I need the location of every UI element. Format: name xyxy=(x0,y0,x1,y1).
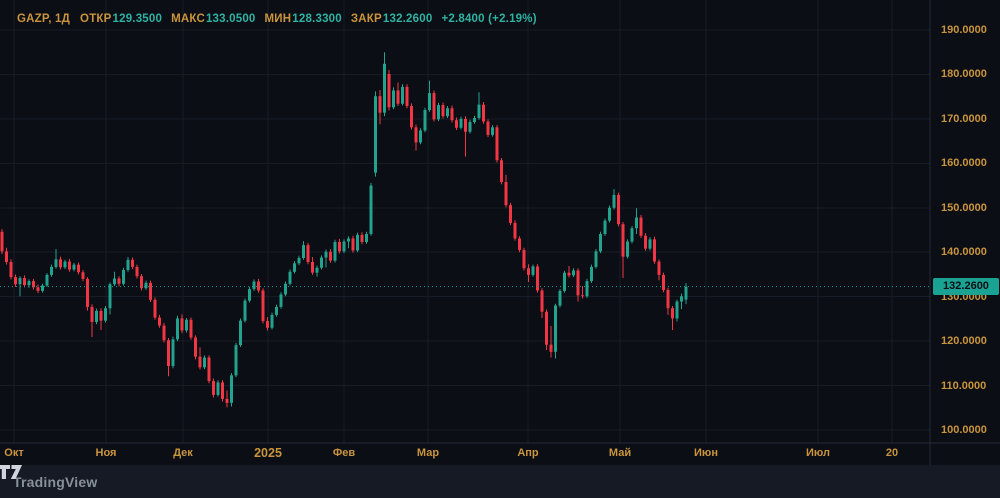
ohlc-field-value: 132.2600 xyxy=(382,13,433,25)
time-tick-label: Июн xyxy=(694,447,718,459)
ohlc-field-label: МАКС xyxy=(171,13,205,25)
ohlc-field: МИН128.3300 xyxy=(265,13,342,25)
time-tick-label: Июл xyxy=(805,447,831,459)
time-tick-label: Фев xyxy=(332,447,356,459)
price-tick-label: 120.0000 xyxy=(941,335,987,348)
ohlc-field: ОТКР129.3500 xyxy=(80,13,162,25)
ohlc-field-label: ОТКР xyxy=(80,13,112,25)
time-tick-label: Май xyxy=(608,447,632,459)
last-price-badge: 132.2600 xyxy=(933,278,999,296)
price-tick-label: 110.0000 xyxy=(941,379,987,392)
time-tick-label: Ноя xyxy=(95,447,117,459)
ohlc-field-label: ЗАКР xyxy=(350,13,382,25)
ohlc-legend: GAZP, 1Д ОТКР129.3500 МАКС133.0500 МИН128.3… xyxy=(17,13,537,25)
price-tick-label: 170.0000 xyxy=(941,112,987,125)
price-tick-label: 180.0000 xyxy=(941,68,987,81)
tradingview-logo-text: TradingView xyxy=(13,473,98,490)
price-tick-label: 100.0000 xyxy=(941,424,987,436)
ohlc-field-value: 129.3500 xyxy=(112,13,163,25)
tradingview-logo[interactable]: TradingView xyxy=(0,465,98,490)
price-tick-label: 140.0000 xyxy=(941,246,987,259)
price-axis[interactable]: 190.0000 180.0000 170.0000 160.0000 150.0000… xyxy=(930,0,1000,443)
time-tick-label: Апр xyxy=(517,447,539,459)
ohlc-field: МАКС133.0500 xyxy=(171,13,255,25)
footer-bar: TradingView xyxy=(0,465,1000,498)
ohlc-field: ЗАКР132.2600 xyxy=(351,13,433,25)
price-tick-label: 190.0000 xyxy=(941,24,987,36)
time-tick-label: Мар xyxy=(416,447,440,459)
price-tick-label: 160.0000 xyxy=(941,157,987,170)
ohlc-field-value: 128.3300 xyxy=(292,13,342,25)
chart-pane[interactable] xyxy=(0,0,1000,465)
time-axis[interactable]: Окт Ноя Дек 2025 Фев Мар Апр Май Июн Июл 20 xyxy=(0,443,1000,465)
time-tick-label: 20 xyxy=(885,447,899,459)
tradingview-logo-icon xyxy=(0,465,22,479)
price-tick-label: 150.0000 xyxy=(941,201,987,214)
ohlc-field-value: 133.0500 xyxy=(205,13,256,25)
time-tick-label: Дек xyxy=(173,447,193,459)
ohlc-fields: ОТКР129.3500 МАКС133.0500 МИН128.3300 ЗАКР1… xyxy=(80,13,441,25)
ohlc-field-label: МИН xyxy=(264,13,292,25)
change-value: +2.8400 (+2.19%) xyxy=(441,13,537,25)
time-tick-label: Окт xyxy=(4,447,24,459)
time-tick-label: 2025 xyxy=(254,446,282,460)
candlestick-chart[interactable] xyxy=(0,0,1000,465)
symbol-title[interactable]: GAZP, 1Д xyxy=(17,13,71,25)
